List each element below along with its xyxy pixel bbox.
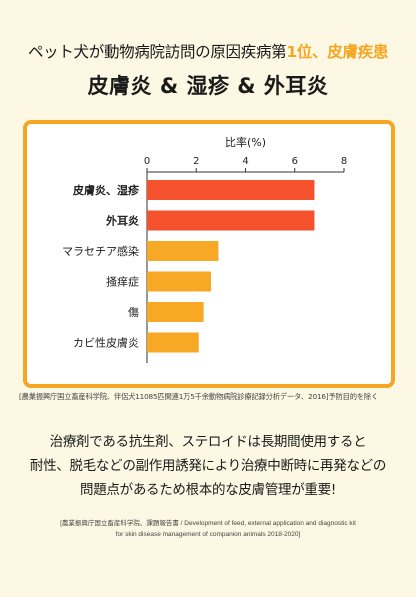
x-tick-label: 4 bbox=[242, 156, 248, 167]
x-tick-label: 0 bbox=[144, 156, 150, 167]
category-label: 掻痒症 bbox=[106, 275, 139, 289]
headline-text: ペット犬が動物病院訪問の原因疾病第 bbox=[27, 43, 287, 61]
body-line-2: 耐性、脱毛などの副作用誘発により治療中断時に再発などの bbox=[29, 458, 387, 474]
body-line-3: 問題点があるため根本的な皮膚管理が重要! bbox=[80, 482, 336, 498]
bar bbox=[147, 271, 212, 292]
bar bbox=[147, 210, 315, 231]
report-citation-line-1: [農業振興庁国立畜産科学院、課題報告書 / Development of fee… bbox=[60, 520, 356, 527]
report-citation: [農業振興庁国立畜産科学院、課題報告書 / Development of fee… bbox=[0, 518, 416, 540]
bar bbox=[147, 241, 219, 261]
source-citation: [農業振興庁国立畜産科学院、伴侶犬11085匹関連1万5千余動物病院診療記録分析… bbox=[19, 392, 379, 401]
category-label: 皮膚炎、湿疹 bbox=[72, 183, 140, 197]
category-label: マラセチア感染 bbox=[62, 244, 139, 258]
report-citation-line-2: for skin disease management of companion… bbox=[115, 531, 301, 538]
body-text: 治療剤である抗生剤、ステロイドは長期間使用すると 耐性、脱毛などの副作用誘発によ… bbox=[0, 430, 416, 502]
body-line-1: 治療剤である抗生剤、ステロイドは長期間使用すると bbox=[49, 434, 367, 450]
category-label: 外耳炎 bbox=[105, 214, 139, 228]
headline: ペット犬が動物病院訪問の原因疾病第1位、皮膚疾患 bbox=[0, 40, 416, 62]
x-axis-label: 比率(%) bbox=[225, 135, 266, 149]
bar bbox=[147, 180, 315, 200]
category-label: 傷 bbox=[128, 305, 139, 319]
x-tick-label: 2 bbox=[193, 156, 199, 167]
x-tick-label: 6 bbox=[292, 156, 298, 167]
chart-card: 比率(%) 0 2 4 6 8 皮膚炎、湿疹外耳炎マラセチア感染掻痒症傷カビ性皮膚炎 bbox=[23, 120, 395, 388]
category-label: カビ性皮膚炎 bbox=[73, 336, 139, 350]
bar bbox=[147, 302, 204, 322]
subheadline: 皮膚炎 & 湿疹 & 外耳炎 bbox=[87, 74, 329, 98]
bar bbox=[147, 332, 199, 353]
headline-accent-text: 1位、皮膚疾患 bbox=[286, 43, 389, 61]
x-tick-label: 8 bbox=[341, 156, 347, 167]
